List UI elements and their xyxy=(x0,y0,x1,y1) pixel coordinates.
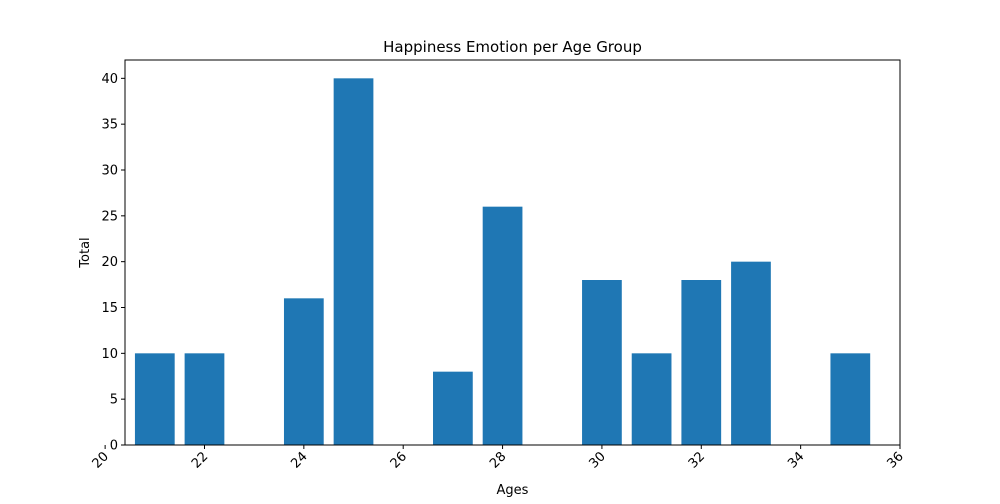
bar-age-24 xyxy=(283,298,324,445)
bar-age-32 xyxy=(681,280,722,445)
bars-group xyxy=(134,78,871,445)
bar-age-31 xyxy=(631,353,672,445)
x-axis-ticks: 20 22 24 26 28 30 32 34 36 xyxy=(90,445,907,472)
x-tick-label: 36 xyxy=(885,449,907,471)
bar-age-22 xyxy=(184,353,225,445)
bar-age-35 xyxy=(830,353,871,445)
y-axis-ticks: 0 5 10 15 20 25 30 35 40 xyxy=(101,72,125,454)
x-axis-label: Ages xyxy=(497,483,529,498)
y-tick-label: 20 xyxy=(101,255,118,270)
y-tick-label: 30 xyxy=(101,164,118,179)
bar-age-28 xyxy=(482,206,523,445)
bar-age-30 xyxy=(582,280,622,445)
x-tick-label: 26 xyxy=(388,449,410,471)
x-tick-label: 20 xyxy=(90,449,112,471)
x-tick-label: 30 xyxy=(586,449,608,471)
bar-age-27 xyxy=(433,371,473,445)
y-axis-label: Total xyxy=(78,237,93,268)
bar-age-25 xyxy=(333,78,374,445)
x-tick-label: 24 xyxy=(288,449,310,471)
y-tick-label: 0 xyxy=(110,439,118,454)
y-tick-label: 10 xyxy=(101,347,118,362)
chart-title: Happiness Emotion per Age Group xyxy=(383,38,642,56)
y-tick-label: 40 xyxy=(101,72,118,87)
x-tick-label: 28 xyxy=(487,449,509,471)
x-tick-label: 22 xyxy=(189,449,211,471)
bar-age-33 xyxy=(731,261,771,445)
x-tick-label: 32 xyxy=(686,449,708,471)
y-tick-label: 5 xyxy=(110,393,118,408)
y-tick-label: 25 xyxy=(101,209,118,224)
bar-age-21 xyxy=(134,353,175,445)
y-tick-label: 15 xyxy=(101,301,118,316)
y-tick-label: 35 xyxy=(101,118,118,133)
plot-frame xyxy=(124,59,901,446)
x-tick-label: 34 xyxy=(785,449,807,471)
